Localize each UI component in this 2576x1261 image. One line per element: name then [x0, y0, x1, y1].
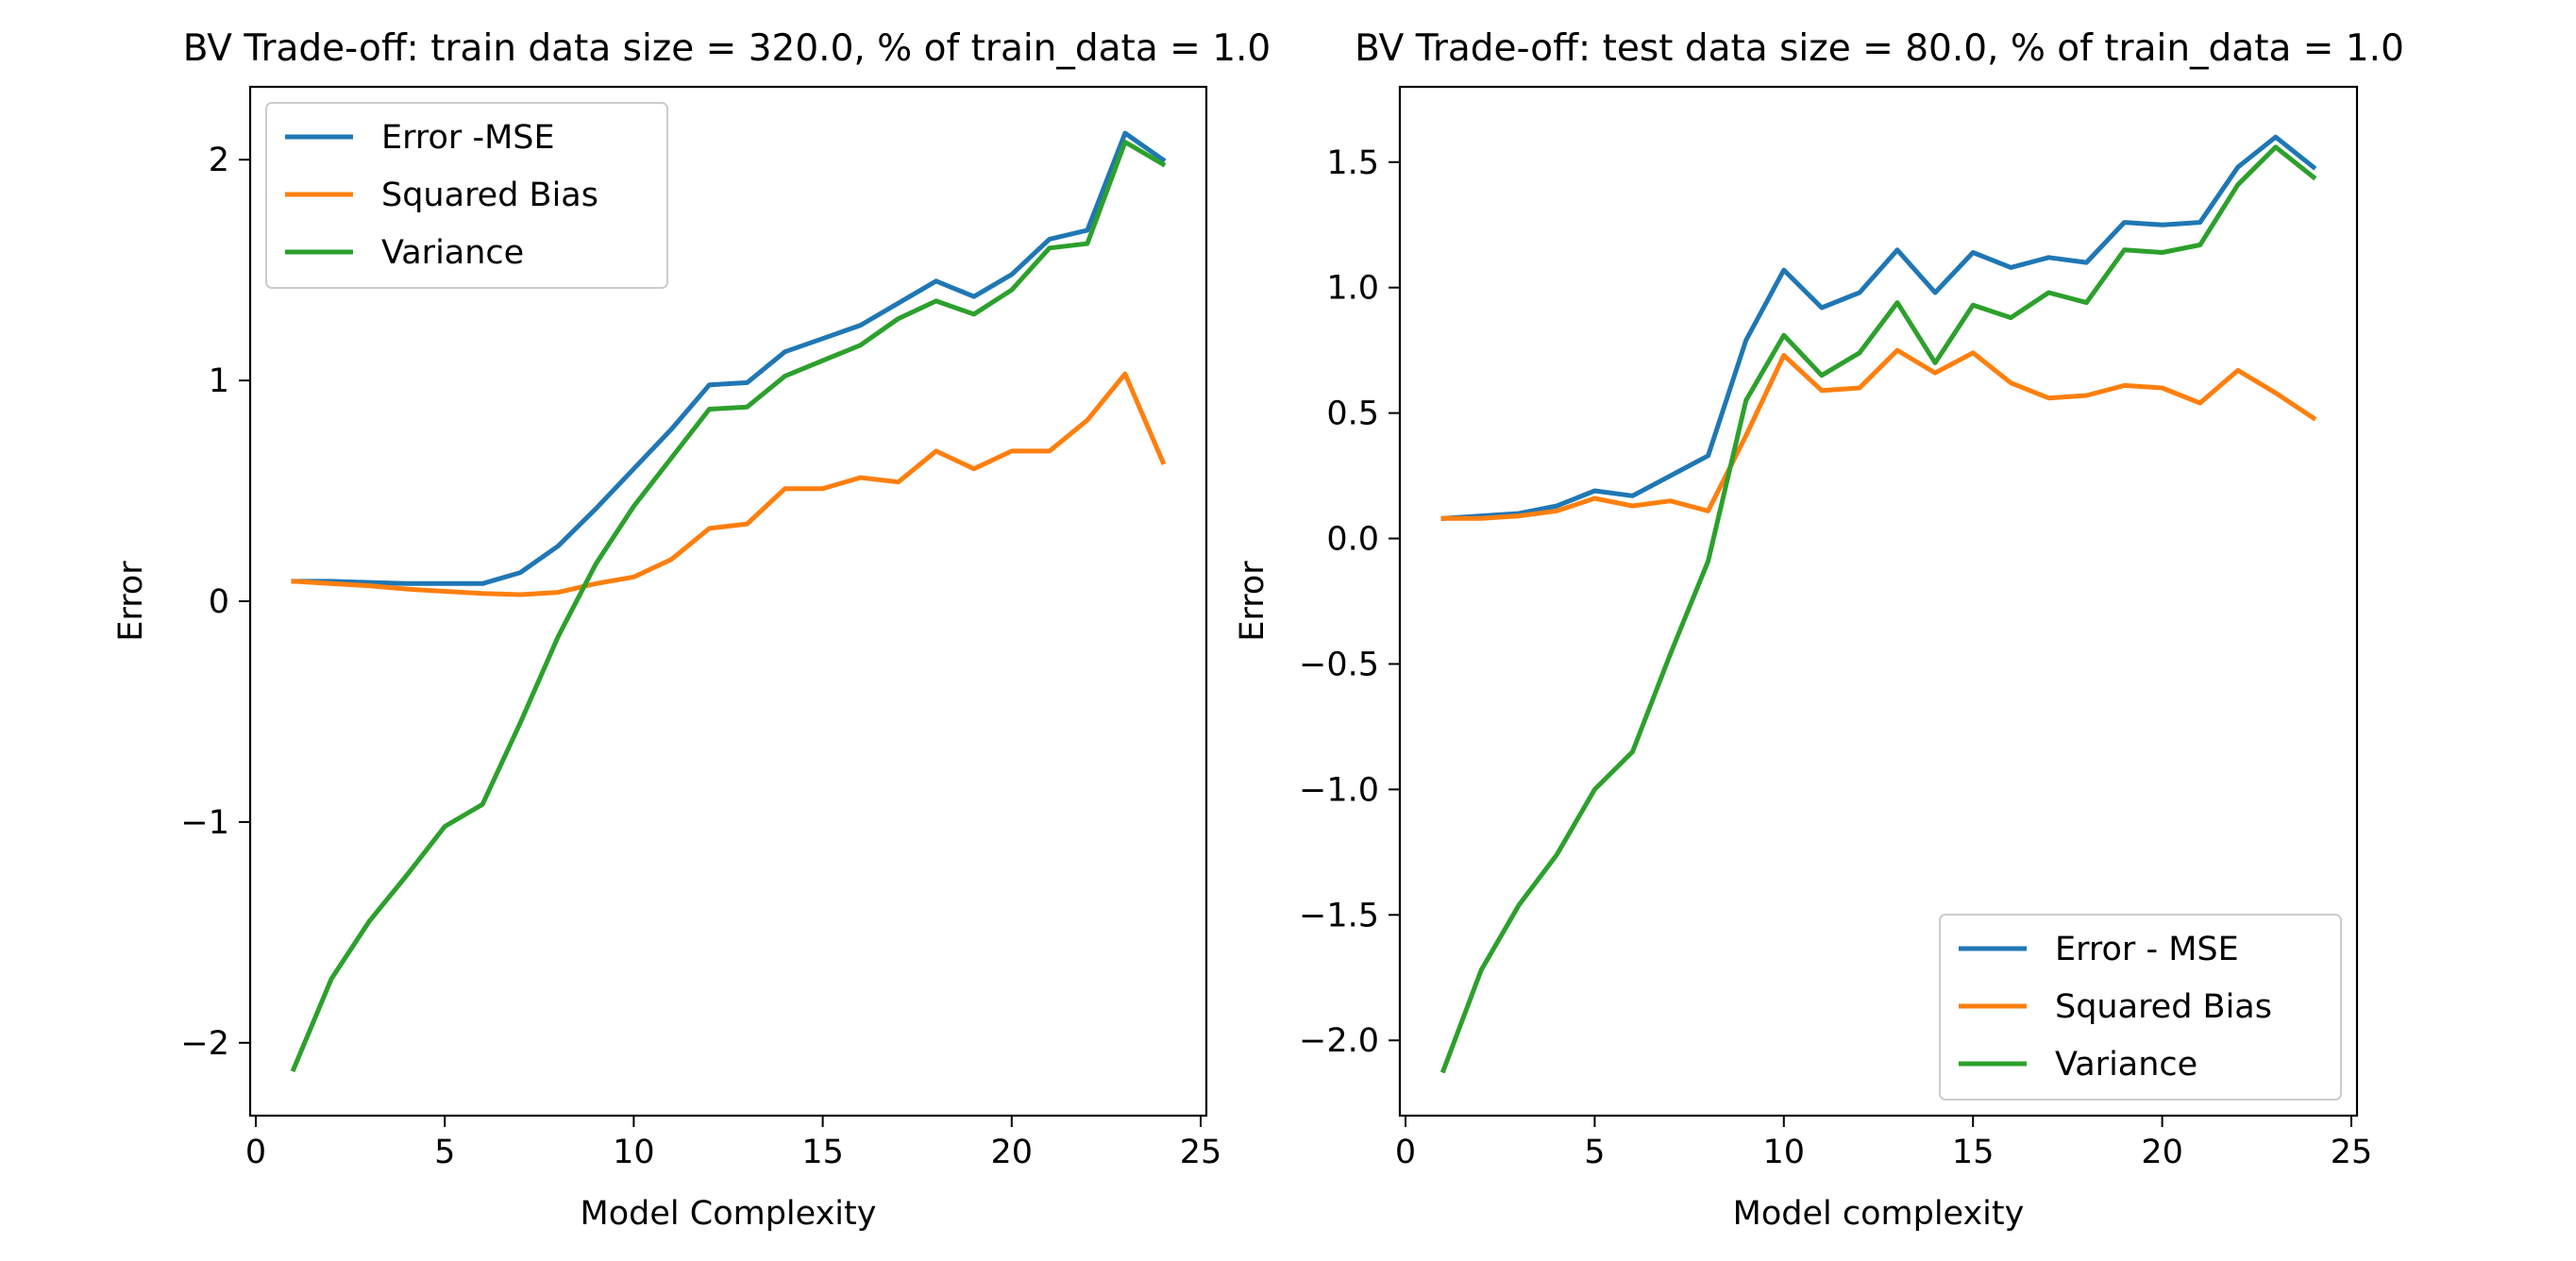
x-tick-label: 15 [1952, 1134, 1995, 1171]
x-tick-label: 0 [245, 1134, 266, 1171]
y-tick-label: −0.5 [1299, 646, 1379, 683]
y-axis-label: Error [112, 561, 150, 642]
series-line-error-mse [291, 130, 1167, 586]
x-axis-label: Model Complexity [581, 1195, 877, 1233]
chart-1: BV Trade-off: train data size = 320.0, %… [112, 27, 1271, 1233]
series-line-squared-bias [291, 371, 1167, 597]
legend-box [1939, 914, 2342, 1101]
y-tick-label: 1.0 [1326, 270, 1379, 308]
y-tick-label: 0.5 [1326, 395, 1379, 433]
x-tick-label: 5 [434, 1134, 455, 1171]
y-tick-label: 0.0 [1326, 521, 1379, 559]
x-tick-label: 0 [1395, 1134, 1416, 1171]
x-tick-label: 15 [801, 1134, 844, 1171]
legend-box [265, 102, 668, 289]
legend-label: Squared Bias [381, 177, 598, 214]
y-tick-label: −1.5 [1299, 897, 1379, 934]
y-axis-label: Error [1234, 561, 1271, 642]
x-axis: 0 5 10 15 20 25 Model complexity [1395, 1116, 2372, 1233]
series-line-variance [1440, 144, 2317, 1074]
y-tick-label: −1 [180, 804, 229, 842]
x-tick-label: 25 [1180, 1134, 1222, 1171]
x-tick-label: 20 [991, 1134, 1034, 1171]
legend-label: Squared Bias [2055, 988, 2272, 1026]
series-line-variance [290, 140, 1167, 1073]
y-axis: −2.0 −1.5 −1.0 −0.5 0.0 0.5 1.0 1.5 Error [1234, 144, 1400, 1060]
series-line-squared-bias [1440, 347, 2317, 521]
legend-label: Error -MSE [381, 119, 555, 157]
legend-label: Variance [381, 234, 524, 272]
y-tick-label: −1.0 [1299, 771, 1379, 809]
series-line-error-mse [1440, 134, 2317, 521]
series-lines [290, 130, 1167, 1073]
y-tick-label: −2 [180, 1025, 229, 1063]
chart-title: BV Trade-off: train data size = 320.0, %… [183, 27, 1271, 70]
y-axis: −2 −1 0 1 2 Error [112, 142, 250, 1063]
chart-title: BV Trade-off: test data size = 80.0, % o… [1355, 27, 2404, 70]
x-axis: 0 5 10 15 20 25 Model Complexity [245, 1116, 1221, 1233]
x-tick-label: 25 [2331, 1134, 2373, 1171]
x-tick-label: 10 [613, 1134, 655, 1171]
legend-label: Error - MSE [2055, 931, 2239, 968]
y-tick-label: −2.0 [1299, 1022, 1379, 1060]
x-tick-label: 5 [1584, 1134, 1605, 1171]
legend-label: Variance [2055, 1046, 2197, 1084]
x-axis-label: Model complexity [1733, 1195, 2025, 1233]
chart-2: BV Trade-off: test data size = 80.0, % o… [1234, 27, 2404, 1233]
y-tick-label: 0 [209, 583, 229, 621]
plot-frame [1398, 85, 2359, 1118]
y-tick-label: 1 [209, 362, 229, 400]
legend: Error - MSE Squared Bias Variance [1939, 914, 2342, 1101]
series-lines [1440, 134, 2317, 1074]
y-tick-label: 2 [209, 142, 229, 179]
legend: Error -MSE Squared Bias Variance [265, 102, 668, 289]
x-tick-label: 20 [2141, 1134, 2183, 1171]
x-tick-label: 10 [1763, 1134, 1806, 1171]
y-tick-label: 1.5 [1326, 144, 1379, 182]
